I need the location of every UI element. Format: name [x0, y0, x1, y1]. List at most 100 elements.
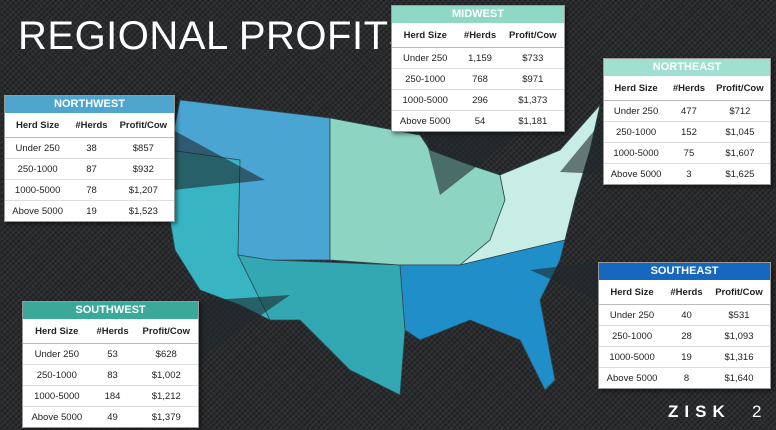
column-header: Herd Size — [5, 113, 71, 138]
cell: $1,373 — [501, 89, 564, 111]
row: 250-1000 28 $1,093 — [599, 325, 770, 347]
column-header: Herd Size — [604, 76, 669, 101]
cell: 19 — [70, 200, 113, 221]
row: Under 250 1,159 $733 — [392, 47, 564, 69]
cell: $1,045 — [709, 121, 770, 143]
row: 1000-5000 296 $1,373 — [392, 89, 564, 111]
row: 250-1000 87 $932 — [5, 158, 174, 180]
row: Under 250 477 $712 — [604, 100, 770, 122]
header-row: Herd Size #Herds Profit/Cow — [23, 319, 198, 344]
row: 250-1000 768 $971 — [392, 68, 564, 90]
cell: 1000-5000 — [604, 142, 669, 164]
cell: $1,181 — [501, 110, 564, 131]
cell: Under 250 — [392, 47, 459, 69]
callout — [420, 117, 540, 195]
cell: 184 — [90, 385, 135, 407]
cell: 49 — [90, 406, 135, 427]
page-number: 2 — [752, 402, 762, 421]
cell: $733 — [501, 47, 564, 69]
cell: $1,379 — [134, 406, 198, 427]
header-row: Herd Size #Herds Profit/Cow — [599, 280, 770, 305]
cell: 296 — [458, 89, 502, 111]
cell: Above 5000 — [5, 200, 71, 221]
row: Above 5000 54 $1,181 — [392, 110, 564, 131]
row: Above 5000 19 $1,523 — [5, 200, 174, 221]
cell: $712 — [709, 100, 770, 122]
row: 1000-5000 75 $1,607 — [604, 142, 770, 164]
header-row: Herd Size #Herds Profit/Cow — [604, 76, 770, 101]
table: Herd Size #Herds Profit/Cow Under 250 53 $628… — [23, 319, 198, 427]
region-table: NORTHEAST Herd Size #Herds Profit/Cow Under … — [603, 58, 771, 185]
column-header: Profit/Cow — [112, 113, 174, 138]
cell: $1,316 — [707, 346, 770, 368]
column-header: Herd Size — [392, 23, 459, 48]
region-name: NORTHWEST — [5, 96, 174, 113]
cell: 1000-5000 — [392, 89, 459, 111]
region-name: SOUTHWEST — [23, 302, 198, 319]
cell: $932 — [112, 158, 174, 180]
row: Above 5000 8 $1,640 — [599, 367, 770, 388]
cell: 768 — [458, 68, 502, 90]
cell: 3 — [668, 163, 710, 184]
cell: 250-1000 — [23, 364, 91, 386]
region-table: SOUTHWEST Herd Size #Herds Profit/Cow Under … — [22, 301, 199, 428]
table: Herd Size #Herds Profit/Cow Under 250 38 $857… — [5, 113, 174, 221]
slide-title: REGIONAL PROFITS — [18, 14, 416, 58]
cell: $1,523 — [112, 200, 174, 221]
cell: 8 — [665, 367, 708, 388]
cell: 477 — [668, 100, 710, 122]
cell: $971 — [501, 68, 564, 90]
cell: 1000-5000 — [5, 179, 71, 201]
cell: 1000-5000 — [599, 346, 666, 368]
callout — [173, 130, 265, 190]
cell: Above 5000 — [604, 163, 669, 184]
row: 1000-5000 78 $1,207 — [5, 179, 174, 201]
cell: 87 — [70, 158, 113, 180]
cell: 250-1000 — [604, 121, 669, 143]
column-header: #Herds — [90, 319, 135, 344]
column-header: #Herds — [458, 23, 502, 48]
cell: 1000-5000 — [23, 385, 91, 407]
region-name: MIDWEST — [392, 6, 564, 23]
cell: 250-1000 — [5, 158, 71, 180]
row: 1000-5000 19 $1,316 — [599, 346, 770, 368]
row: 250-1000 83 $1,002 — [23, 364, 198, 386]
cell: 152 — [668, 121, 710, 143]
cell: 75 — [668, 142, 710, 164]
callout — [197, 295, 290, 360]
table: Herd Size #Herds Profit/Cow Under 250 40 $531… — [599, 280, 770, 388]
region-name: NORTHEAST — [604, 59, 770, 76]
cell: $1,207 — [112, 179, 174, 201]
region-southeast — [399, 239, 566, 391]
column-header: Profit/Cow — [709, 76, 770, 101]
cell: $531 — [707, 304, 770, 326]
header-row: Herd Size #Herds Profit/Cow — [5, 113, 174, 138]
column-header: #Herds — [668, 76, 710, 101]
region-table: SOUTHEAST Herd Size #Herds Profit/Cow Under … — [598, 262, 771, 389]
header-row: Herd Size #Herds Profit/Cow — [392, 23, 564, 48]
cell: $628 — [134, 343, 198, 365]
cell: Under 250 — [23, 343, 91, 365]
region-northeast — [459, 103, 601, 266]
cell: 28 — [665, 325, 708, 347]
cell: 38 — [70, 137, 113, 159]
region-table: NORTHWEST Herd Size #Herds Profit/Cow Under … — [4, 95, 175, 222]
column-header: #Herds — [70, 113, 113, 138]
row: Under 250 53 $628 — [23, 343, 198, 365]
cell: 250-1000 — [392, 68, 459, 90]
cell: $1,093 — [707, 325, 770, 347]
region-name: SOUTHEAST — [599, 263, 770, 280]
row: Under 250 38 $857 — [5, 137, 174, 159]
column-header: #Herds — [665, 280, 708, 305]
cell: 78 — [70, 179, 113, 201]
cell: 54 — [458, 110, 502, 131]
us-map — [164, 99, 601, 396]
cell: Above 5000 — [392, 110, 459, 131]
row: Under 250 40 $531 — [599, 304, 770, 326]
cell: Under 250 — [5, 137, 71, 159]
cell: $1,625 — [709, 163, 770, 184]
row: 250-1000 152 $1,045 — [604, 121, 770, 143]
cell: $1,212 — [134, 385, 198, 407]
